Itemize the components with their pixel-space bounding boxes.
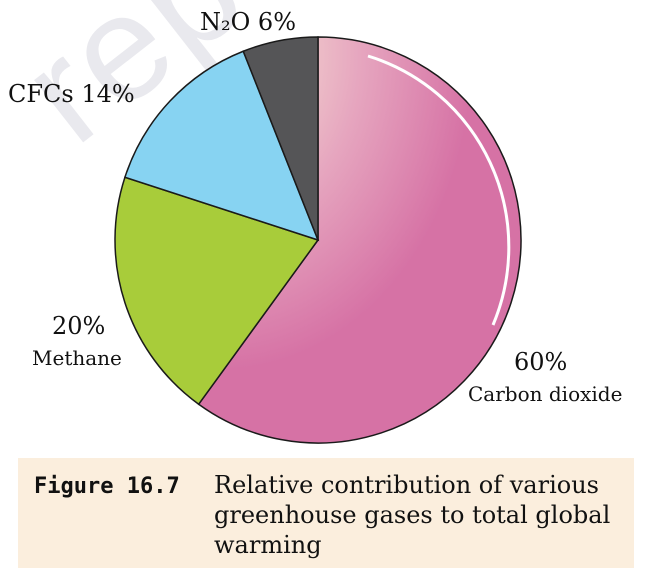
figure-caption: Figure 16.7 Relative contribution of var… [18,458,634,568]
cfcs-label: CFCs 14% [8,80,135,108]
n2o-label: N₂O 6% [200,8,296,36]
slice-carbon-dioxide [197,36,522,444]
pie-chart [114,36,522,444]
methane-percent-label: 20% [52,312,106,340]
slice-cfcs [123,50,320,242]
co2-percent-label: 60% [514,348,568,376]
figure-number: Figure 16.7 [34,474,180,499]
figure-caption-text: Relative contribution of various greenho… [214,471,611,559]
co2-label: Carbon dioxide [468,382,623,406]
methane-label: Methane [32,346,122,370]
slice-n2o [242,36,319,241]
slice-methane [114,176,320,406]
pie-highlight-arc [367,54,511,326]
